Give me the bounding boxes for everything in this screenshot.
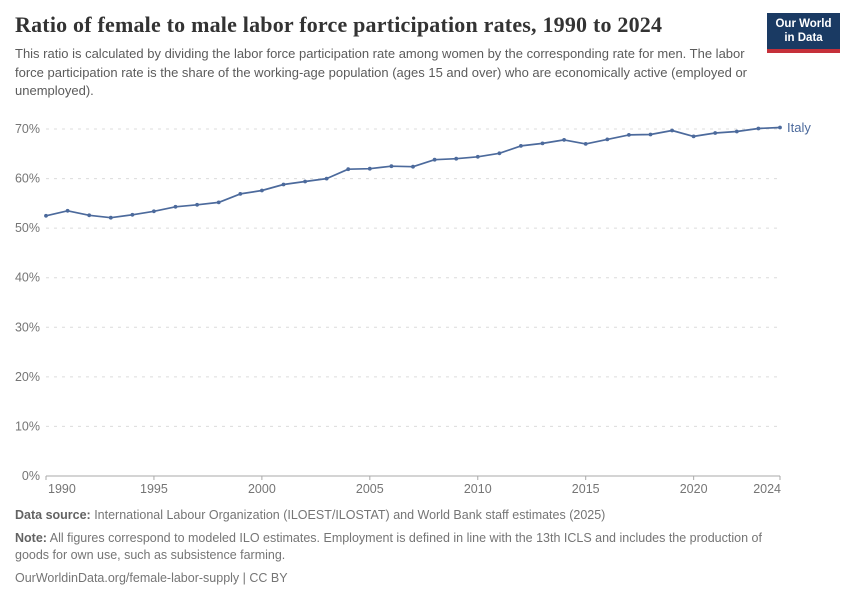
owid-logo[interactable]: Our World in Data <box>767 13 840 53</box>
series-line-italy <box>45 126 781 219</box>
data-point-2006 <box>389 164 394 169</box>
data-point-1994 <box>130 212 135 217</box>
data-point-2001 <box>281 182 286 187</box>
data-point-1996 <box>173 204 178 209</box>
data-point-2010 <box>475 154 480 159</box>
page-title: Ratio of female to male labor force part… <box>15 12 663 37</box>
data-point-2012 <box>519 144 523 148</box>
y-axis-tick-label: 0% <box>22 469 40 483</box>
data-point-2007 <box>411 164 415 169</box>
data-point-1993 <box>108 215 113 220</box>
x-axis-tick-label: 2010 <box>464 482 492 496</box>
data-point-2000 <box>260 188 264 193</box>
data-point-2015 <box>583 142 588 146</box>
x-axis-tick-label: 2005 <box>356 482 384 496</box>
x-axis-tick-label: 2024 <box>753 482 781 496</box>
x-axis-tick-label: 2000 <box>248 482 276 496</box>
data-point-2020 <box>691 134 696 139</box>
note-label: Note: <box>15 531 47 545</box>
note-line: Note: All figures correspond to modeled … <box>15 530 793 564</box>
chart-footer: Data source: International Labour Organi… <box>15 507 793 593</box>
data-point-2014 <box>562 138 566 142</box>
y-axis-tick-label: 40% <box>15 271 40 285</box>
y-axis-tick-label: 10% <box>15 419 40 433</box>
y-axis-tick-label: 20% <box>15 370 40 384</box>
data-point-2008 <box>432 157 437 162</box>
data-point-1995 <box>152 209 156 214</box>
y-axis-tick-label: 70% <box>15 122 40 136</box>
data-point-1999 <box>238 192 243 196</box>
data-point-2019 <box>670 128 674 133</box>
y-axis-tick-label: 30% <box>15 320 40 334</box>
data-point-2021 <box>713 131 718 135</box>
y-axis-tick-label: 50% <box>15 221 40 235</box>
data-source-label: Data source: <box>15 508 91 522</box>
data-point-2013 <box>540 141 545 146</box>
x-axis-tick-label: 2020 <box>680 482 708 496</box>
x-axis-tick-label: 1995 <box>140 482 168 496</box>
series-end-label: Italy <box>787 120 811 135</box>
x-axis-tick-label: 1990 <box>48 482 76 496</box>
data-point-1992 <box>87 213 92 218</box>
data-point-2022 <box>734 129 739 134</box>
data-point-2017 <box>627 133 631 137</box>
data-point-1990 <box>44 213 48 218</box>
data-point-2004 <box>346 167 351 172</box>
data-point-1997 <box>195 202 200 207</box>
logo-text-line2: in Data <box>784 31 823 44</box>
data-point-2003 <box>324 176 329 181</box>
y-axis-tick-label: 60% <box>15 172 40 186</box>
data-point-1991 <box>65 208 70 213</box>
data-point-2002 <box>303 179 307 184</box>
note-text: All figures correspond to modeled ILO es… <box>15 531 762 562</box>
data-point-2011 <box>497 151 502 156</box>
data-point-2018 <box>648 132 653 137</box>
data-point-2024 <box>778 125 782 130</box>
chart-subtitle: This ratio is calculated by dividing the… <box>15 46 748 98</box>
line-chart: 0% 10% 20% 30% 40% 50% 60% 70% 1990 1995 2000 2005 2… <box>15 120 811 496</box>
data-point-2009 <box>454 156 459 161</box>
data-source-line: Data source: International Labour Organi… <box>15 507 793 524</box>
data-point-2016 <box>605 137 610 142</box>
data-source-text: International Labour Organization (ILOES… <box>90 508 606 522</box>
data-point-2023 <box>756 126 761 131</box>
x-axis-tick-label: 2015 <box>572 482 600 496</box>
logo-text-line1: Our World <box>775 18 832 30</box>
data-point-2005 <box>367 166 372 171</box>
data-point-1998 <box>216 200 221 205</box>
footer-link[interactable]: OurWorldinData.org/female-labor-supply |… <box>15 571 288 585</box>
